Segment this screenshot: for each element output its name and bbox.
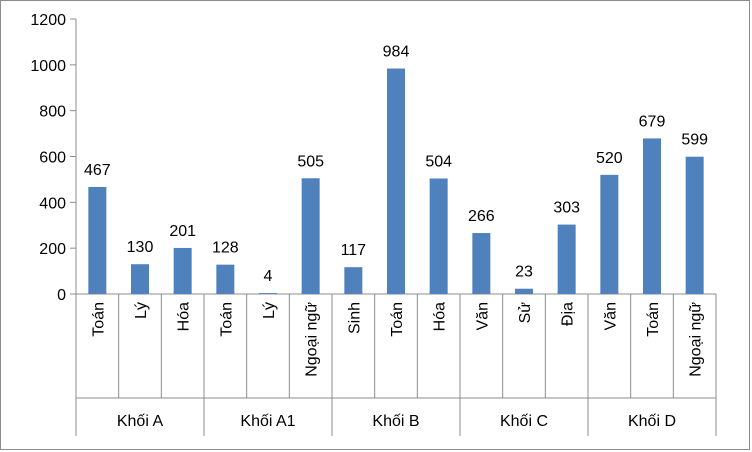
category-label: Toán (218, 302, 235, 337)
bar (515, 288, 533, 294)
bar (88, 186, 107, 294)
y-tick-label: 0 (57, 287, 66, 304)
category-label: Lý (261, 302, 278, 319)
bar (387, 68, 405, 294)
data-label: 505 (297, 153, 324, 170)
bar (643, 138, 661, 294)
group-label: Khối B (372, 413, 419, 430)
y-tick-label: 400 (39, 195, 66, 212)
category-label: Ngoại ngữ (688, 302, 705, 377)
category-label: Toán (389, 302, 406, 337)
bar (472, 233, 491, 294)
bar (259, 293, 277, 294)
bar (344, 267, 363, 294)
y-tick-label: 1200 (30, 12, 66, 29)
data-label: 520 (596, 150, 623, 167)
bar (600, 174, 619, 294)
group-label: Khối A1 (240, 413, 295, 430)
bar (301, 178, 320, 294)
bar (173, 247, 192, 294)
category-label: Toán (645, 302, 662, 337)
data-label: 679 (639, 113, 666, 130)
data-label: 23 (515, 264, 533, 281)
y-tick-label: 1000 (30, 58, 66, 75)
y-tick-label: 600 (39, 150, 66, 167)
category-label: Văn (602, 302, 619, 330)
y-tick-label: 800 (39, 104, 66, 121)
group-label: Khối A (117, 413, 164, 430)
bar (429, 178, 448, 294)
group-label: Khối C (500, 413, 548, 430)
bars-layer (88, 68, 704, 294)
data-label: 128 (212, 240, 239, 257)
data-label: 303 (553, 200, 580, 217)
category-label: Hóa (432, 302, 449, 331)
category-label: Sinh (346, 302, 363, 334)
data-label: 117 (341, 242, 367, 259)
bar (216, 264, 235, 294)
y-tick-label: 200 (39, 241, 66, 258)
data-label: 130 (127, 239, 154, 256)
data-label: 4 (264, 268, 273, 285)
category-label: Hóa (176, 302, 193, 331)
bar (131, 264, 149, 294)
data-label: 467 (84, 162, 111, 179)
data-label: 201 (169, 223, 196, 240)
data-label: 984 (383, 44, 410, 61)
category-label: Toán (90, 302, 107, 337)
data-label: 599 (681, 132, 708, 149)
category-label: Sử (517, 302, 534, 324)
group-label: Khối D (628, 413, 676, 430)
category-label: Ngoại ngữ (304, 302, 321, 377)
bar (685, 156, 704, 294)
bar (557, 224, 576, 294)
data-label: 266 (468, 208, 495, 225)
category-label: Địa (560, 302, 577, 326)
labels-layer: 467 Toán 130 Lý 201 Hóa 128 Toán 4 Lý 505 Ngoại ngữ… (84, 44, 708, 431)
data-label: 504 (425, 154, 452, 171)
category-label: Lý (133, 302, 150, 319)
category-label: Văn (474, 302, 491, 330)
